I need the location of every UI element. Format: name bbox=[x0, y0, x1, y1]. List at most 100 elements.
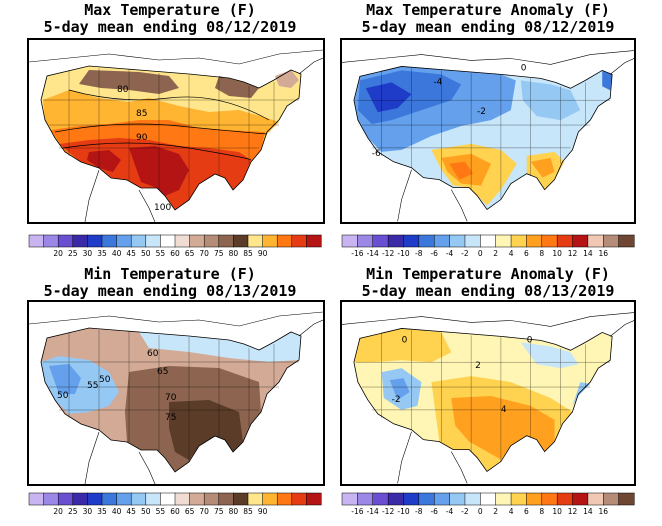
colorbar-svg bbox=[28, 492, 322, 506]
colorbar-tick-label: -6 bbox=[430, 249, 438, 258]
colorbar-tick-label: 4 bbox=[508, 507, 514, 516]
colorbar-swatch bbox=[116, 234, 132, 248]
min-temp-panel: Min Temperature (F) 5-day mean ending 08… bbox=[20, 264, 330, 526]
colorbar-swatch bbox=[262, 234, 278, 248]
colorbar-swatch bbox=[101, 492, 118, 506]
colorbar-swatch bbox=[449, 492, 466, 506]
colorbar-labels: -16 -14 -12 -10 -8 -6 -4 -2 0 2 4 6 8 10 12 14 16 bbox=[340, 507, 636, 517]
map-label: 4 bbox=[501, 405, 507, 415]
colorbar-tick-label: -14 bbox=[366, 249, 379, 258]
colorbar-swatch bbox=[145, 492, 161, 506]
colorbar-swatch bbox=[43, 492, 59, 506]
colorbar-swatch bbox=[203, 234, 220, 248]
colorbar-tick-label: 80 bbox=[228, 507, 239, 516]
colorbar-tick-label: 0 bbox=[477, 507, 483, 516]
colorbar bbox=[27, 492, 323, 506]
map-label: 55 bbox=[87, 381, 98, 391]
colorbar-tick-label: 45 bbox=[126, 507, 136, 516]
map-label: 0 bbox=[521, 63, 527, 73]
colorbar-swatch bbox=[464, 234, 481, 248]
max-temp-panel: Max Temperature (F) 5-day mean ending 08… bbox=[20, 0, 330, 262]
colorbar-swatch bbox=[218, 234, 234, 248]
map-label: -2 bbox=[477, 107, 486, 117]
panel-title: Max Temperature (F) 5-day mean ending 08… bbox=[20, 2, 320, 36]
colorbar-tick-label: -12 bbox=[381, 507, 395, 516]
colorbar-tick-label: 2 bbox=[493, 507, 499, 516]
max-temp-map: 80 85 90 100 bbox=[27, 38, 325, 224]
colorbar-tick-label: 70 bbox=[199, 507, 209, 516]
colorbar-swatch bbox=[218, 492, 234, 506]
colorbar-tick-label: 75 bbox=[214, 507, 224, 516]
title-line1: Min Temperature (F) bbox=[84, 265, 256, 283]
map-label: 75 bbox=[165, 413, 176, 423]
colorbar-swatch bbox=[541, 234, 558, 248]
colorbar-tick-label: 35 bbox=[97, 249, 107, 258]
colorbar-tick-label: 14 bbox=[583, 249, 593, 258]
colorbar-swatch bbox=[618, 492, 635, 506]
map-label: 50 bbox=[99, 375, 111, 385]
colorbar-tick-label: 60 bbox=[170, 507, 180, 516]
map-label: 80 bbox=[117, 85, 129, 95]
panel-title: Max Temperature Anomaly (F) 5-day mean e… bbox=[338, 2, 638, 36]
colorbar-tick-label: -8 bbox=[415, 249, 423, 258]
colorbar-labels: -16 -14 -12 -10 -8 -6 -4 -2 0 2 4 6 8 10 12 14 16 bbox=[340, 249, 636, 259]
colorbar-swatch bbox=[510, 492, 527, 506]
colorbar-tick-label: 4 bbox=[508, 249, 514, 258]
colorbar-swatch bbox=[341, 492, 358, 506]
map-label: 0 bbox=[527, 335, 533, 345]
colorbar-svg bbox=[341, 234, 635, 248]
colorbar-tick-label: 25 bbox=[68, 249, 78, 258]
map-label: 50 bbox=[57, 391, 69, 401]
colorbar-tick-label: 90 bbox=[257, 507, 268, 516]
colorbar-swatch bbox=[57, 234, 74, 248]
colorbar-swatch bbox=[262, 492, 278, 506]
panel-title: Min Temperature Anomaly (F) 5-day mean e… bbox=[338, 266, 638, 300]
title-line2: 5-day mean ending 08/13/2019 bbox=[361, 282, 615, 300]
map-label: 60 bbox=[147, 349, 159, 359]
colorbar-swatch bbox=[160, 234, 176, 248]
colorbar-swatch bbox=[357, 234, 374, 248]
colorbar-swatch bbox=[276, 234, 293, 248]
colorbar-swatch bbox=[247, 492, 264, 506]
colorbar-swatch bbox=[433, 492, 451, 506]
map-label: 100 bbox=[154, 203, 171, 213]
colorbar-tick-label: -14 bbox=[366, 507, 379, 516]
colorbar-tick-label: 65 bbox=[184, 249, 195, 258]
colorbar-swatch bbox=[174, 234, 191, 248]
colorbar-swatch bbox=[160, 492, 176, 506]
colorbar-tick-label: 16 bbox=[598, 507, 609, 516]
colorbar-tick-label: 12 bbox=[567, 249, 578, 258]
max-temp-anomaly-panel: Max Temperature Anomaly (F) 5-day mean e… bbox=[338, 0, 648, 262]
colorbar-swatch bbox=[357, 492, 374, 506]
colorbar-tick-label: 6 bbox=[524, 507, 529, 516]
colorbar-swatch bbox=[464, 492, 481, 506]
colorbar-swatch bbox=[72, 492, 88, 506]
colorbar-swatch bbox=[510, 234, 527, 248]
colorbar-swatch bbox=[556, 492, 574, 506]
colorbar-swatch bbox=[495, 234, 512, 248]
colorbar-tick-label: -6 bbox=[430, 507, 438, 516]
colorbar-tick-label: 6 bbox=[524, 249, 529, 258]
max-temp-anomaly-map: -4 -2 0 -6 bbox=[340, 38, 636, 224]
map-canvas: 0 2 4 -2 0 bbox=[342, 302, 634, 484]
colorbar-swatch bbox=[372, 492, 389, 506]
colorbar-svg bbox=[28, 234, 322, 248]
map-label: 65 bbox=[157, 367, 168, 377]
colorbar-svg bbox=[341, 492, 635, 506]
colorbar-swatch bbox=[526, 492, 543, 506]
colorbar-tick-label: 30 bbox=[82, 507, 93, 516]
colorbar-tick-label: 40 bbox=[111, 507, 122, 516]
colorbar-swatch bbox=[189, 234, 205, 248]
min-temp-anomaly-panel: Min Temperature Anomaly (F) 5-day mean e… bbox=[338, 264, 648, 526]
title-line2: 5-day mean ending 08/13/2019 bbox=[43, 282, 297, 300]
map-label: -4 bbox=[433, 77, 442, 87]
colorbar-tick-label: 8 bbox=[539, 507, 545, 516]
colorbar-swatch bbox=[306, 492, 322, 506]
map-label: 85 bbox=[136, 109, 147, 119]
colorbar-swatch bbox=[418, 234, 435, 248]
map-canvas: 60 65 50 55 70 75 50 bbox=[29, 302, 323, 484]
colorbar-swatch bbox=[291, 234, 307, 248]
map-label: 70 bbox=[165, 393, 177, 403]
colorbar-swatch bbox=[572, 234, 589, 248]
colorbar-tick-label: -12 bbox=[381, 249, 395, 258]
